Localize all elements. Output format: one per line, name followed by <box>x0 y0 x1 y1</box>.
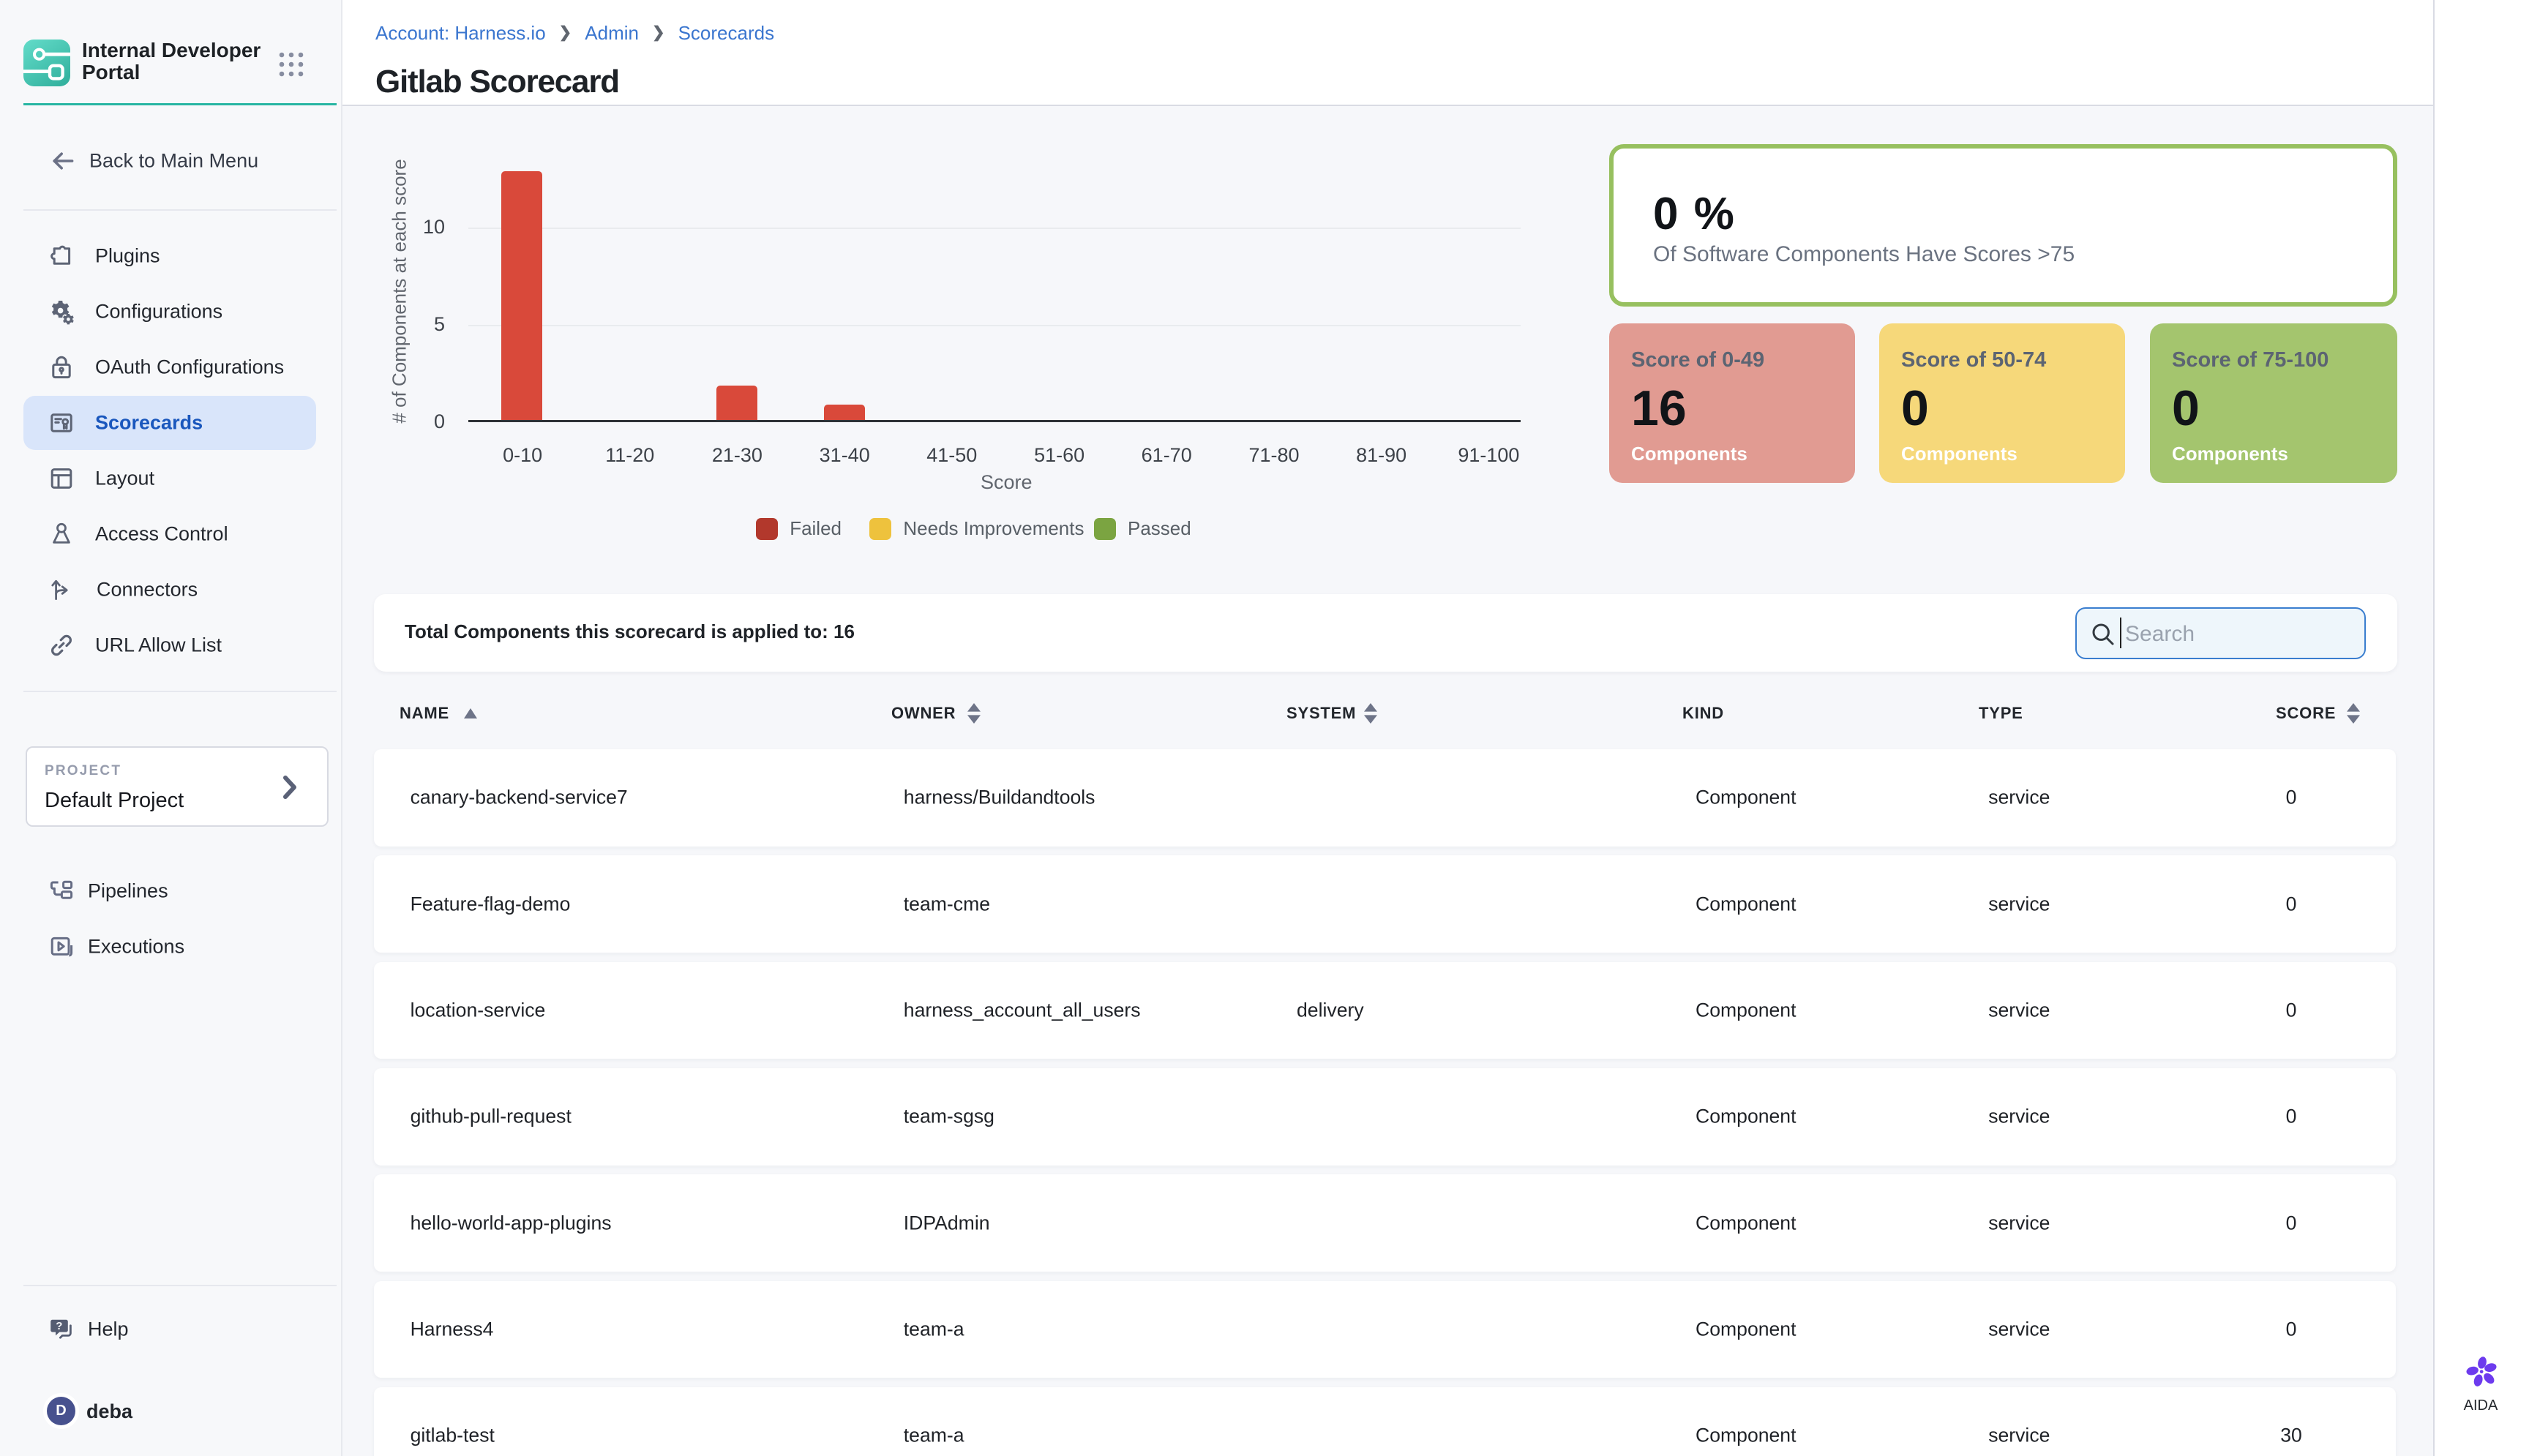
svg-text:?: ? <box>56 1320 62 1332</box>
